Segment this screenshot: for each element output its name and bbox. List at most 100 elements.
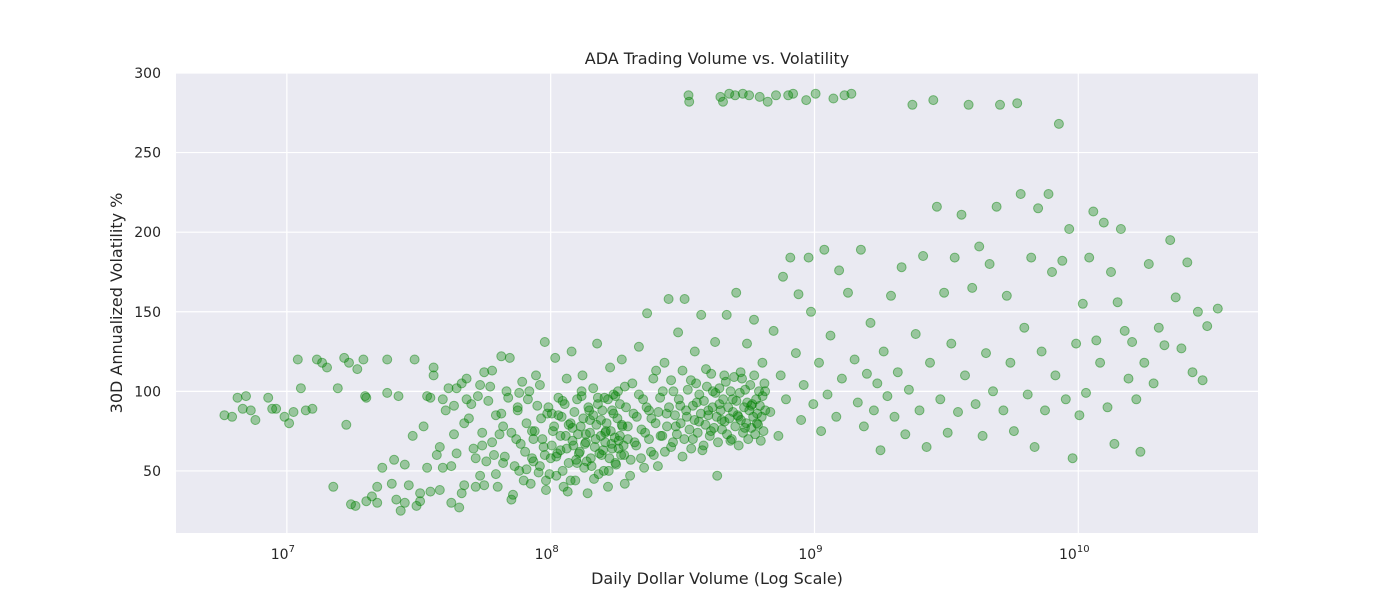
scatter-point <box>446 461 457 472</box>
scatter-point <box>566 346 577 357</box>
scatter-point <box>557 465 568 476</box>
scatter-point <box>456 378 467 389</box>
scatter-point <box>715 405 726 416</box>
scatter-point <box>963 99 974 110</box>
scatter-point <box>300 405 311 416</box>
scatter-point <box>627 378 638 389</box>
scatter-point <box>521 464 532 475</box>
scatter-point <box>1008 426 1019 437</box>
scatter-point <box>600 427 611 438</box>
scatter-point <box>1071 338 1082 349</box>
scatter-point <box>537 434 548 445</box>
scatter-point <box>836 373 847 384</box>
scatter-point <box>583 402 594 413</box>
scatter-point <box>735 415 746 425</box>
scatter-point <box>415 496 426 507</box>
scatter-point <box>1212 303 1223 314</box>
scatter-point <box>744 405 755 416</box>
plot-background <box>176 73 1258 533</box>
scatter-point <box>271 403 282 414</box>
scatter-point <box>646 446 656 457</box>
tick-labels: 107 108 109 1010 50 100 150 200 250 300 <box>134 66 1089 563</box>
scatter-point <box>506 427 517 438</box>
scatter-point <box>538 442 549 452</box>
scatter-point <box>657 430 668 441</box>
scatter-point <box>746 422 757 433</box>
scatter-point <box>245 405 256 416</box>
scatter-point <box>605 426 616 437</box>
scatter-point <box>437 462 448 473</box>
scatter-point <box>1109 438 1120 449</box>
scatter-point <box>479 367 490 378</box>
x-tick-label: 1010 <box>1059 544 1090 563</box>
scatter-point <box>328 481 339 492</box>
scatter-point <box>451 448 462 459</box>
scatter-point <box>728 407 738 417</box>
scatter-point <box>598 445 609 456</box>
scatter-point <box>573 448 584 459</box>
scatter-point <box>662 421 672 432</box>
scatter-point <box>613 386 623 397</box>
scatter-point <box>1159 340 1170 351</box>
scatter-point <box>553 410 564 421</box>
scatter-point <box>1040 405 1050 416</box>
scatter-point <box>896 262 907 273</box>
scatter-point <box>673 394 684 405</box>
scatter-point <box>588 383 599 394</box>
scatter-point <box>589 442 600 452</box>
scatter-point <box>910 329 921 339</box>
scatter-point <box>715 91 726 102</box>
scatter-point <box>977 430 988 441</box>
scatter-point <box>903 384 914 395</box>
scatter-point <box>689 346 700 357</box>
scatter-point <box>586 461 597 472</box>
scatter-point <box>946 338 957 349</box>
scatter-point <box>527 453 537 464</box>
scatter-point <box>389 454 400 465</box>
scatter-point <box>468 443 479 454</box>
scatter-point <box>697 445 708 456</box>
scatter-point <box>775 370 786 381</box>
scatter-point <box>671 429 682 440</box>
scatter-point <box>617 421 628 432</box>
scatter-point <box>695 408 706 419</box>
scatter-point <box>1202 321 1213 332</box>
scatter-point <box>646 413 657 424</box>
scatter-point <box>825 330 836 341</box>
scatter-point <box>631 440 642 451</box>
scatter-point <box>759 378 770 389</box>
scatter-point <box>638 394 649 405</box>
scatter-point <box>753 419 763 430</box>
scatter-point <box>1081 387 1091 398</box>
scatter-point <box>1064 224 1075 234</box>
scatter-point <box>743 434 754 445</box>
scatter-point <box>705 426 716 437</box>
scatter-point <box>475 470 486 481</box>
scatter-point <box>528 456 539 467</box>
scatter-point <box>1026 252 1037 263</box>
scatter-point <box>603 465 614 476</box>
scatter-point <box>733 440 744 451</box>
scatter-point <box>998 405 1009 416</box>
scatter-point <box>549 421 560 432</box>
scatter-point <box>696 309 707 320</box>
scatter-point <box>490 410 501 421</box>
scatter-point <box>760 386 771 397</box>
scatter-point <box>694 389 705 400</box>
scatter-point <box>675 418 686 429</box>
scatter-point <box>984 259 995 269</box>
scatter-point <box>250 415 261 425</box>
scatter-point <box>734 387 745 398</box>
scatter-point <box>709 422 719 433</box>
scatter-point <box>449 400 459 411</box>
scatter-point <box>698 395 709 406</box>
scatter-point <box>428 370 439 381</box>
scatter-point <box>758 426 769 437</box>
scatter-point <box>556 411 567 422</box>
scatter-point <box>295 383 306 394</box>
scatter-point <box>701 381 712 392</box>
scatter-point <box>591 419 602 430</box>
scatter-point <box>748 411 759 422</box>
scatter-point <box>711 411 722 422</box>
scatter-point <box>953 407 963 417</box>
